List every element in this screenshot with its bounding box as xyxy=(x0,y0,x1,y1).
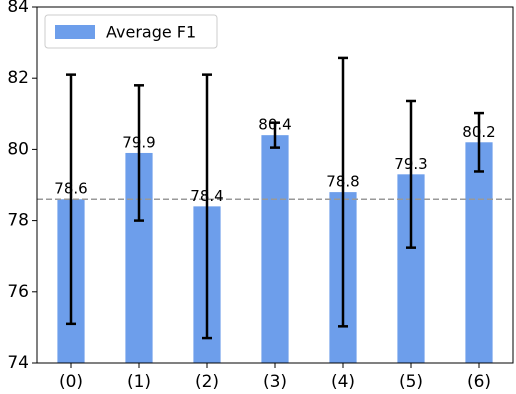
legend-label: Average F1 xyxy=(106,23,196,42)
error-bar xyxy=(66,73,76,326)
y-tick-label: 74 xyxy=(7,353,29,373)
x-tick-label: (6) xyxy=(467,372,491,392)
value-label: 79.3 xyxy=(394,155,427,173)
plot-frame xyxy=(36,6,514,364)
x-tick-label: (3) xyxy=(263,372,287,392)
bar xyxy=(261,135,289,363)
y-tick-label: 78 xyxy=(7,211,29,231)
x-tick-label: (1) xyxy=(127,372,151,392)
y-tick-label: 84 xyxy=(7,0,29,17)
bar xyxy=(465,142,493,363)
y-tick-label: 82 xyxy=(7,68,29,88)
x-tick-label: (4) xyxy=(331,372,355,392)
error-bar xyxy=(202,73,212,340)
y-tick-label: 76 xyxy=(7,282,29,302)
y-tick-label: 80 xyxy=(7,139,29,159)
error-bar xyxy=(270,121,280,149)
value-label: 78.8 xyxy=(326,173,359,191)
x-tick-label: (2) xyxy=(195,372,219,392)
x-tick-label: (5) xyxy=(399,372,423,392)
value-label: 78.6 xyxy=(54,180,87,198)
value-label: 79.9 xyxy=(122,133,155,151)
error-bar xyxy=(406,99,416,249)
value-label: 78.4 xyxy=(190,187,223,205)
error-bar xyxy=(474,111,484,173)
error-bar xyxy=(338,56,348,328)
x-tick-label: (0) xyxy=(59,372,83,392)
legend-swatch xyxy=(55,25,95,39)
legend-box xyxy=(44,14,218,49)
error-bar xyxy=(134,84,144,222)
value-label: 80.2 xyxy=(462,123,495,141)
value-label: 80.4 xyxy=(258,116,291,134)
